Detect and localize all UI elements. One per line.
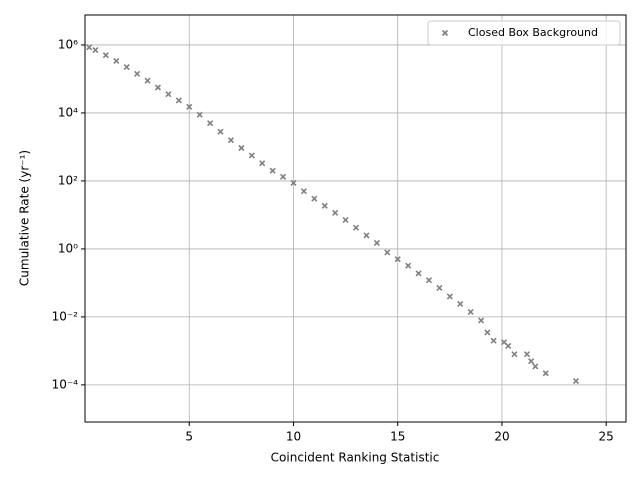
point [373,239,380,246]
point [227,137,234,144]
point [248,152,255,159]
point [342,216,349,224]
point [532,363,539,370]
point [484,329,491,336]
point [290,179,297,187]
x-tick-label: 25 [599,430,614,444]
y-axis-label: Cumulative Rate (yr⁻¹) [18,150,32,286]
point [123,63,130,71]
legend-box [427,20,621,46]
point [363,232,370,239]
point [425,277,433,284]
point [446,293,453,300]
y-tick-label: 10⁶ [58,37,78,51]
point [511,351,518,358]
point [279,173,287,180]
point [175,97,182,104]
y-tick-label: 10⁻² [52,309,79,323]
point [457,300,464,308]
point [405,262,412,269]
legend: Closed Box Background [427,20,621,46]
point [311,195,318,202]
point [196,111,203,118]
y-tick-label: 10⁴ [58,105,78,119]
legend-label: Closed Box Background [468,26,598,39]
x-tick-label: 10 [286,430,301,444]
y-tick-label: 10⁻⁴ [52,377,79,391]
point [436,284,443,292]
point [186,103,193,110]
point [542,370,549,377]
point [165,91,172,98]
x-axis-label: Coincident Ranking Statistic [271,451,440,465]
point [572,377,580,385]
point [394,256,401,263]
point [102,52,109,59]
point [154,84,162,91]
point [238,144,245,152]
point [490,337,497,344]
legend-marker [441,29,449,37]
point [113,57,120,64]
x-tick-label: 20 [494,430,509,444]
point [207,120,214,127]
x-tick-label: 5 [185,430,193,444]
y-tick-label: 10² [58,173,78,187]
point [384,249,391,256]
point [144,77,151,84]
y-tick-label: 10⁰ [58,241,78,255]
point [134,70,141,77]
point [92,46,99,54]
point [217,128,224,135]
point [528,358,535,365]
plot-frame [84,14,627,423]
point [86,44,93,51]
point [478,317,485,324]
point [332,209,339,216]
point [467,308,474,316]
point [352,224,360,231]
point [269,167,276,174]
point [505,342,512,349]
point [321,202,328,209]
point [300,188,307,195]
point [415,270,422,277]
x-tick-label: 15 [390,430,405,444]
point [259,160,266,167]
point [523,351,531,358]
